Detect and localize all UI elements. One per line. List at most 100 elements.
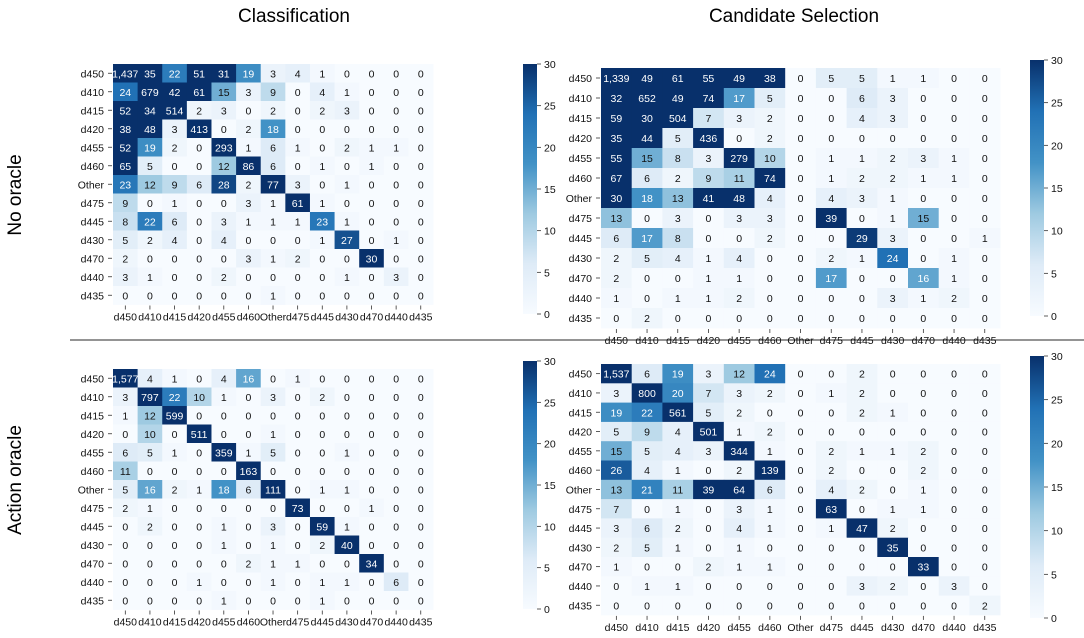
cell-label: 17 bbox=[641, 233, 653, 245]
cell-label: 48 bbox=[733, 193, 745, 205]
heatmap-cell bbox=[877, 576, 909, 596]
heatmap-cell bbox=[908, 537, 940, 558]
heatmap-cell bbox=[754, 268, 786, 289]
heatmap-cell bbox=[723, 499, 755, 519]
cell-label: 52 bbox=[119, 105, 131, 117]
cell-label: 0 bbox=[245, 392, 251, 404]
cell-label: 2 bbox=[319, 105, 325, 117]
heatmap-cell bbox=[754, 518, 786, 539]
heatmap-cell bbox=[186, 461, 212, 481]
cell-label: 0 bbox=[798, 233, 804, 245]
cell-label: 0 bbox=[951, 369, 957, 381]
heatmap-cell bbox=[211, 498, 237, 518]
cell-label: 0 bbox=[798, 93, 804, 105]
heatmap-cell bbox=[662, 499, 694, 519]
cell-label: 10 bbox=[193, 392, 205, 404]
heatmap-cell bbox=[359, 498, 385, 518]
heatmap-cell bbox=[359, 387, 385, 407]
cell-label: 6 bbox=[613, 233, 619, 245]
heatmap-cell bbox=[662, 248, 694, 269]
heatmap-cell bbox=[383, 480, 409, 499]
cell-label: 29 bbox=[856, 233, 868, 245]
heatmap-cell bbox=[186, 554, 212, 573]
cell-label: 19 bbox=[611, 407, 623, 419]
heatmap-cell bbox=[359, 101, 385, 120]
cell-label: 0 bbox=[951, 523, 957, 535]
heatmap-cell bbox=[754, 479, 786, 500]
cell-label: 1 bbox=[767, 446, 773, 458]
heatmap-cell bbox=[408, 461, 434, 481]
heatmap-cell bbox=[383, 369, 409, 388]
heatmap-cell bbox=[693, 128, 725, 149]
cell-label: 0 bbox=[369, 124, 375, 136]
heatmap-cell bbox=[359, 82, 385, 102]
cell-label: 1 bbox=[344, 521, 350, 533]
cell-label: 5 bbox=[767, 93, 773, 105]
heatmap-cell bbox=[846, 441, 878, 461]
heatmap-cell bbox=[211, 212, 237, 231]
cell-label: 22 bbox=[169, 68, 181, 80]
cell-label: 17 bbox=[733, 93, 745, 105]
heatmap-cell bbox=[815, 537, 847, 558]
heatmap-cell bbox=[236, 212, 262, 231]
cell-label: 2 bbox=[859, 369, 865, 381]
cell-label: 800 bbox=[638, 388, 656, 400]
heatmap-cell bbox=[693, 88, 725, 109]
heatmap-cell bbox=[846, 228, 878, 249]
cell-label: 2 bbox=[172, 484, 178, 496]
cell-label: 0 bbox=[393, 68, 399, 80]
cell-label: 0 bbox=[369, 484, 375, 496]
heatmap-cell bbox=[877, 108, 909, 129]
cell-label: 652 bbox=[638, 93, 656, 105]
heatmap-panel-0: 1,437 35 22 51 31 19 3 4 1 0 0 0 024 679 42 61 15 3 9 0 4 1 0 0… bbox=[78, 59, 556, 324]
y-tick-label: d430 bbox=[569, 542, 593, 554]
heatmap-cell bbox=[631, 595, 663, 616]
cell-label: 11 bbox=[120, 466, 131, 478]
cell-label: 2 bbox=[344, 142, 350, 154]
cell-label: 0 bbox=[418, 87, 424, 99]
cell-label: 34 bbox=[144, 105, 156, 117]
heatmap-cell bbox=[162, 480, 188, 499]
heatmap-cell bbox=[877, 537, 909, 558]
cell-label: 11 bbox=[672, 484, 683, 496]
heatmap-cell bbox=[969, 188, 1001, 209]
x-tick-label: d420 bbox=[187, 617, 211, 629]
cell-label: 0 bbox=[344, 253, 350, 265]
heatmap-cell bbox=[601, 148, 633, 169]
cell-label: 5 bbox=[147, 447, 153, 459]
heatmap-cell bbox=[693, 364, 725, 384]
cell-label: 6 bbox=[270, 142, 276, 154]
cell-label: 13 bbox=[672, 193, 684, 205]
heatmap-cell bbox=[211, 193, 237, 213]
heatmap-cell bbox=[137, 498, 163, 518]
heatmap-cell bbox=[137, 101, 163, 120]
heatmap-cell bbox=[785, 128, 817, 149]
cell-label: 0 bbox=[418, 235, 424, 247]
cell-label: 1 bbox=[344, 484, 350, 496]
heatmap-cell bbox=[662, 128, 694, 149]
heatmap-cell bbox=[815, 421, 847, 442]
heatmap-cell bbox=[137, 119, 163, 139]
cell-label: 0 bbox=[982, 388, 988, 400]
cell-label: 0 bbox=[951, 504, 957, 516]
heatmap-cell bbox=[662, 518, 694, 539]
cell-label: 44 bbox=[641, 133, 653, 145]
heatmap-cell bbox=[162, 267, 188, 287]
heatmap-cell bbox=[309, 212, 335, 231]
cell-label: 0 bbox=[920, 313, 926, 325]
heatmap-cell bbox=[601, 364, 633, 384]
x-tick-label: d435 bbox=[409, 617, 433, 629]
cell-label: 0 bbox=[369, 577, 375, 589]
cell-label: 7 bbox=[706, 113, 712, 125]
cell-label: 0 bbox=[859, 313, 865, 325]
cell-label: 0 bbox=[982, 465, 988, 477]
heatmap-cell bbox=[334, 443, 360, 462]
cell-label: 0 bbox=[951, 113, 957, 125]
heatmap-cell bbox=[186, 119, 212, 139]
heatmap-cell bbox=[601, 88, 633, 109]
cell-label: 1 bbox=[736, 562, 742, 574]
x-tick-label: d445 bbox=[311, 617, 335, 629]
cell-label: 0 bbox=[295, 272, 301, 284]
cell-label: 0 bbox=[319, 410, 325, 422]
heatmap-cell bbox=[186, 480, 212, 499]
